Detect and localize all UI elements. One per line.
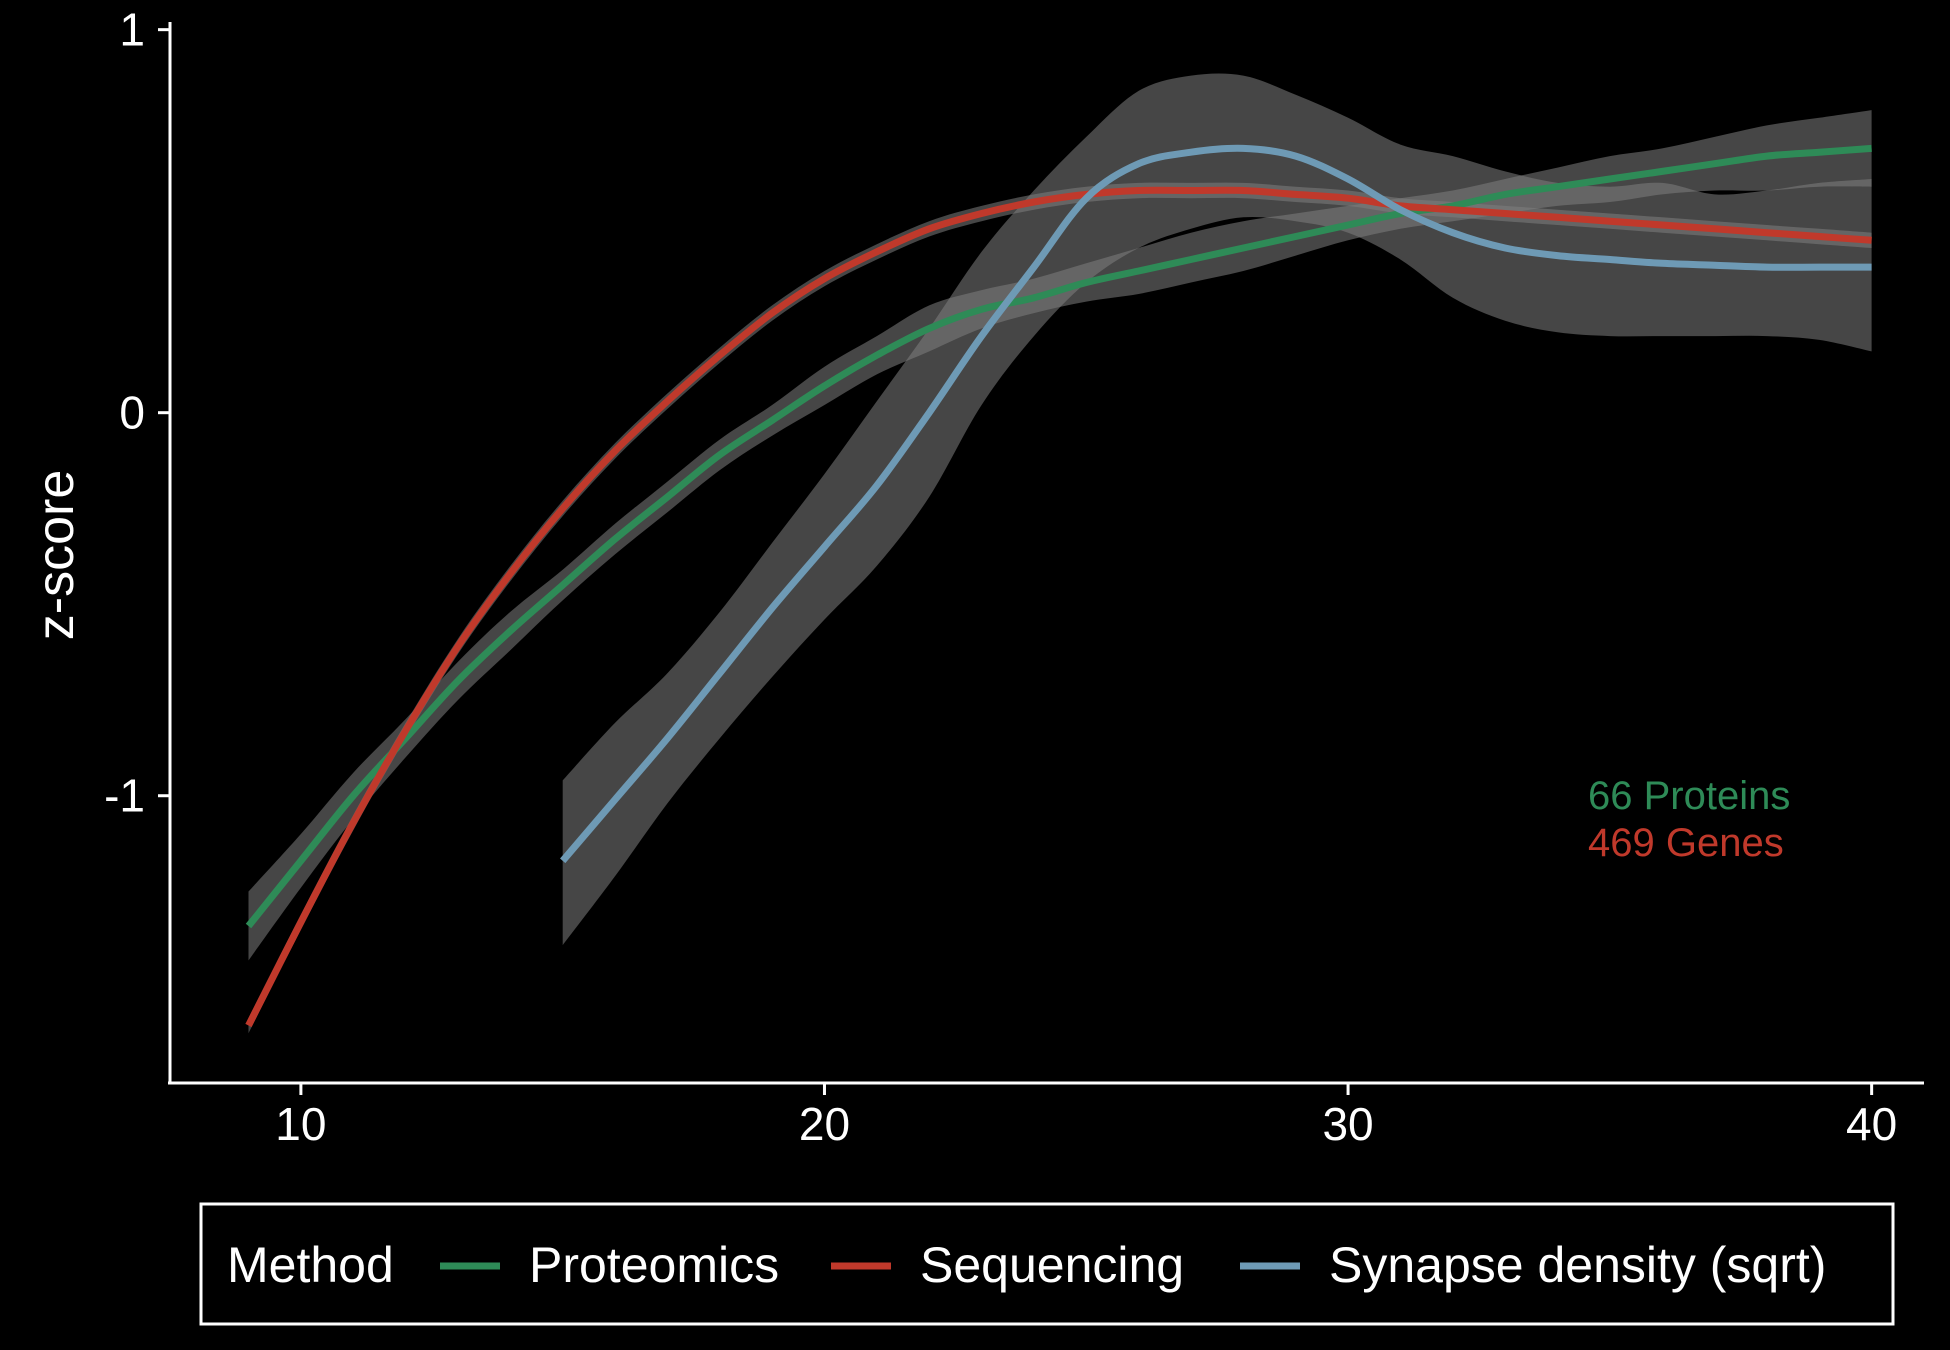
- series-lines: [245, 144, 1872, 1028]
- legend-entries: Proteomics Sequencing Synapse density (sqr…: [440, 1237, 1826, 1293]
- legend-label: Proteomics: [529, 1237, 779, 1293]
- x-tick-label: 30: [1322, 1098, 1373, 1150]
- ribbon-synapse-density-sqrt: [562, 73, 1872, 946]
- y-tick-label: 0: [119, 387, 145, 439]
- y-tick-label: 1: [119, 4, 145, 56]
- y-tick-label: -1: [104, 770, 145, 822]
- x-tick-label: 10: [275, 1098, 326, 1150]
- y-axis-title: z-score: [27, 470, 85, 640]
- confidence-ribbons: [248, 73, 1872, 1034]
- y-axis-ticks: -1 0 1: [104, 4, 170, 822]
- x-axis-ticks: 10 20 30 40: [275, 1083, 1897, 1150]
- x-tick-label: 20: [799, 1098, 850, 1150]
- x-tick-label: 40: [1846, 1098, 1897, 1150]
- axes: [168, 22, 1924, 1085]
- legend-title: Method: [227, 1237, 394, 1293]
- annotation-label: 469 Genes: [1588, 821, 1784, 865]
- line-proteomics: [245, 144, 1872, 929]
- annotation-label: 66 Proteins: [1588, 774, 1790, 818]
- line-sequencing: [245, 186, 1872, 1028]
- legend-label: Synapse density (sqrt): [1329, 1237, 1826, 1293]
- legend: Method Proteomics Sequencing Synapse densi…: [199, 1202, 1895, 1326]
- legend-label: Sequencing: [920, 1237, 1184, 1293]
- line-synapse-density-sqrt: [560, 144, 1872, 864]
